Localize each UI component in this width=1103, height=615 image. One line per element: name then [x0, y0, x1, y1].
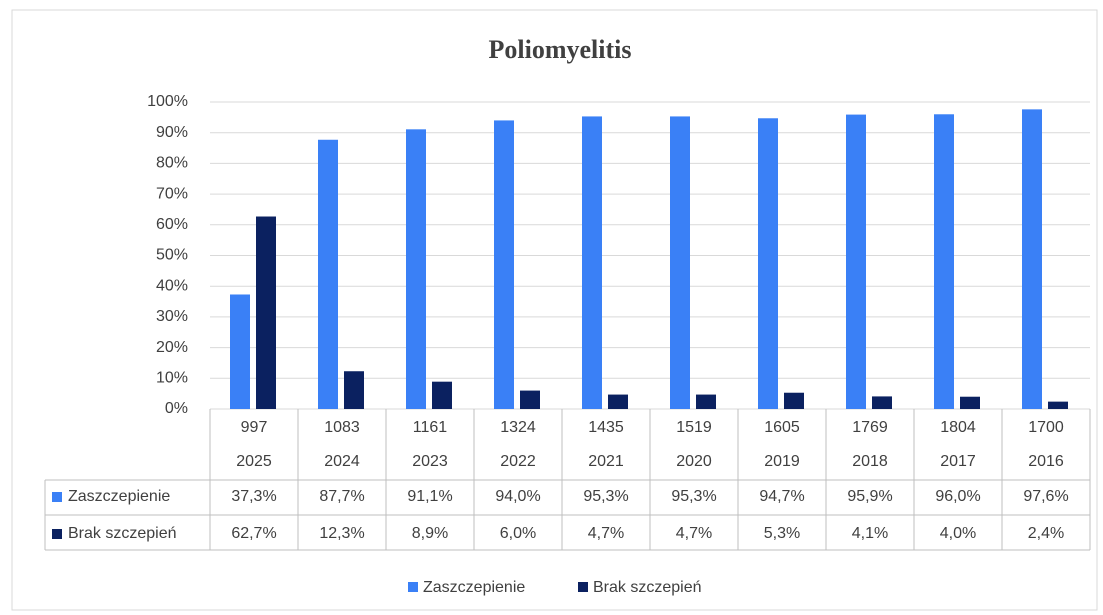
table-value: 5,3% [764, 525, 800, 542]
bar [960, 396, 980, 409]
table-value: 95,3% [671, 488, 716, 505]
x-tick-label: 2023 [412, 453, 448, 470]
y-tick-label: 70% [156, 185, 188, 202]
table-value: 12,3% [319, 525, 364, 542]
category-count: 1161 [413, 419, 448, 436]
table-value: 4,7% [588, 525, 624, 542]
bar [670, 116, 690, 409]
table-value: 95,9% [847, 488, 892, 505]
y-tick-label: 80% [156, 155, 188, 172]
y-tick-label: 90% [156, 124, 188, 141]
x-tick-label: 2016 [1028, 453, 1064, 470]
y-tick-label: 10% [156, 370, 188, 387]
category-count: 1700 [1028, 419, 1064, 436]
bar [1048, 401, 1068, 409]
table-value: 87,7% [319, 488, 364, 505]
y-tick-label: 50% [156, 247, 188, 264]
bar [758, 118, 778, 409]
table-value: 2,4% [1028, 525, 1064, 542]
table-value: 94,0% [495, 488, 540, 505]
x-tick-label: 2022 [500, 453, 536, 470]
table-legend-key [52, 529, 62, 539]
bar [1022, 109, 1042, 410]
chart-title: Poliomyelitis [489, 35, 632, 64]
table-legend-key [52, 492, 62, 502]
bar [344, 371, 364, 409]
table-value: 37,3% [231, 488, 276, 505]
table-series-name: Zaszczepienie [68, 488, 170, 505]
legend-label: Zaszczepienie [423, 579, 525, 596]
table-value: 4,1% [852, 525, 888, 542]
category-count: 1605 [764, 419, 800, 436]
x-tick-label: 2025 [236, 453, 272, 470]
category-count: 1083 [324, 419, 360, 436]
y-tick-label: 100% [147, 93, 188, 110]
legend-key [578, 582, 588, 592]
bar [934, 114, 954, 409]
bar [582, 116, 602, 409]
x-tick-label: 2021 [588, 453, 624, 470]
table-value: 95,3% [583, 488, 628, 505]
x-tick-label: 2019 [764, 453, 800, 470]
category-count: 1435 [588, 419, 624, 436]
y-tick-label: 0% [165, 400, 188, 417]
table-value: 62,7% [231, 525, 276, 542]
y-tick-label: 40% [156, 277, 188, 294]
category-count: 1324 [500, 419, 536, 436]
table-series-name: Brak szczepień [68, 525, 177, 542]
bar [406, 129, 426, 409]
category-count: 1769 [852, 419, 888, 436]
table-value: 8,9% [412, 525, 448, 542]
category-count: 997 [241, 419, 268, 436]
x-tick-label: 2024 [324, 453, 360, 470]
bar [696, 394, 716, 409]
legend-label: Brak szczepień [593, 579, 702, 596]
bar [872, 396, 892, 409]
bar [256, 216, 276, 409]
x-tick-label: 2020 [676, 453, 712, 470]
legend-key [408, 582, 418, 592]
table-value: 4,0% [940, 525, 976, 542]
y-tick-label: 20% [156, 339, 188, 356]
x-tick-label: 2017 [940, 453, 976, 470]
chart-border [11, 9, 1098, 611]
bar [230, 294, 250, 409]
table-value: 97,6% [1023, 488, 1068, 505]
table-value: 6,0% [500, 525, 536, 542]
table-value: 94,7% [759, 488, 804, 505]
bar [432, 381, 452, 409]
bar [318, 139, 338, 410]
bar [846, 114, 866, 409]
table-value: 91,1% [407, 488, 452, 505]
category-count: 1519 [676, 419, 712, 436]
y-tick-label: 30% [156, 308, 188, 325]
table-value: 4,7% [676, 525, 712, 542]
bar [520, 390, 540, 409]
x-tick-label: 2018 [852, 453, 888, 470]
bar [494, 120, 514, 410]
bar [784, 392, 804, 409]
bar [608, 394, 628, 409]
y-tick-label: 60% [156, 216, 188, 233]
table-value: 96,0% [935, 488, 980, 505]
category-count: 1804 [940, 419, 976, 436]
